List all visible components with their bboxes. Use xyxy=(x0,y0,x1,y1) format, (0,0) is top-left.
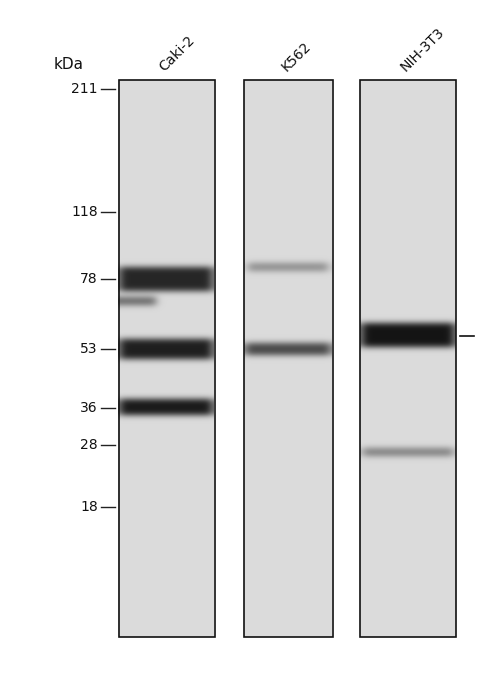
Text: 28: 28 xyxy=(80,438,98,452)
Text: 118: 118 xyxy=(71,206,98,219)
Text: 18: 18 xyxy=(80,500,98,514)
Text: 211: 211 xyxy=(71,82,98,96)
Text: DGK-ε: DGK-ε xyxy=(478,327,479,345)
Bar xyxy=(244,80,333,637)
Text: NIH-3T3: NIH-3T3 xyxy=(398,25,447,74)
Text: 36: 36 xyxy=(80,401,98,414)
Text: Caki-2: Caki-2 xyxy=(157,33,198,74)
Bar xyxy=(119,80,215,637)
Bar xyxy=(360,80,456,637)
Text: K562: K562 xyxy=(279,39,314,74)
Text: 78: 78 xyxy=(80,273,98,286)
Text: kDa: kDa xyxy=(54,57,84,72)
Text: 53: 53 xyxy=(80,342,98,356)
